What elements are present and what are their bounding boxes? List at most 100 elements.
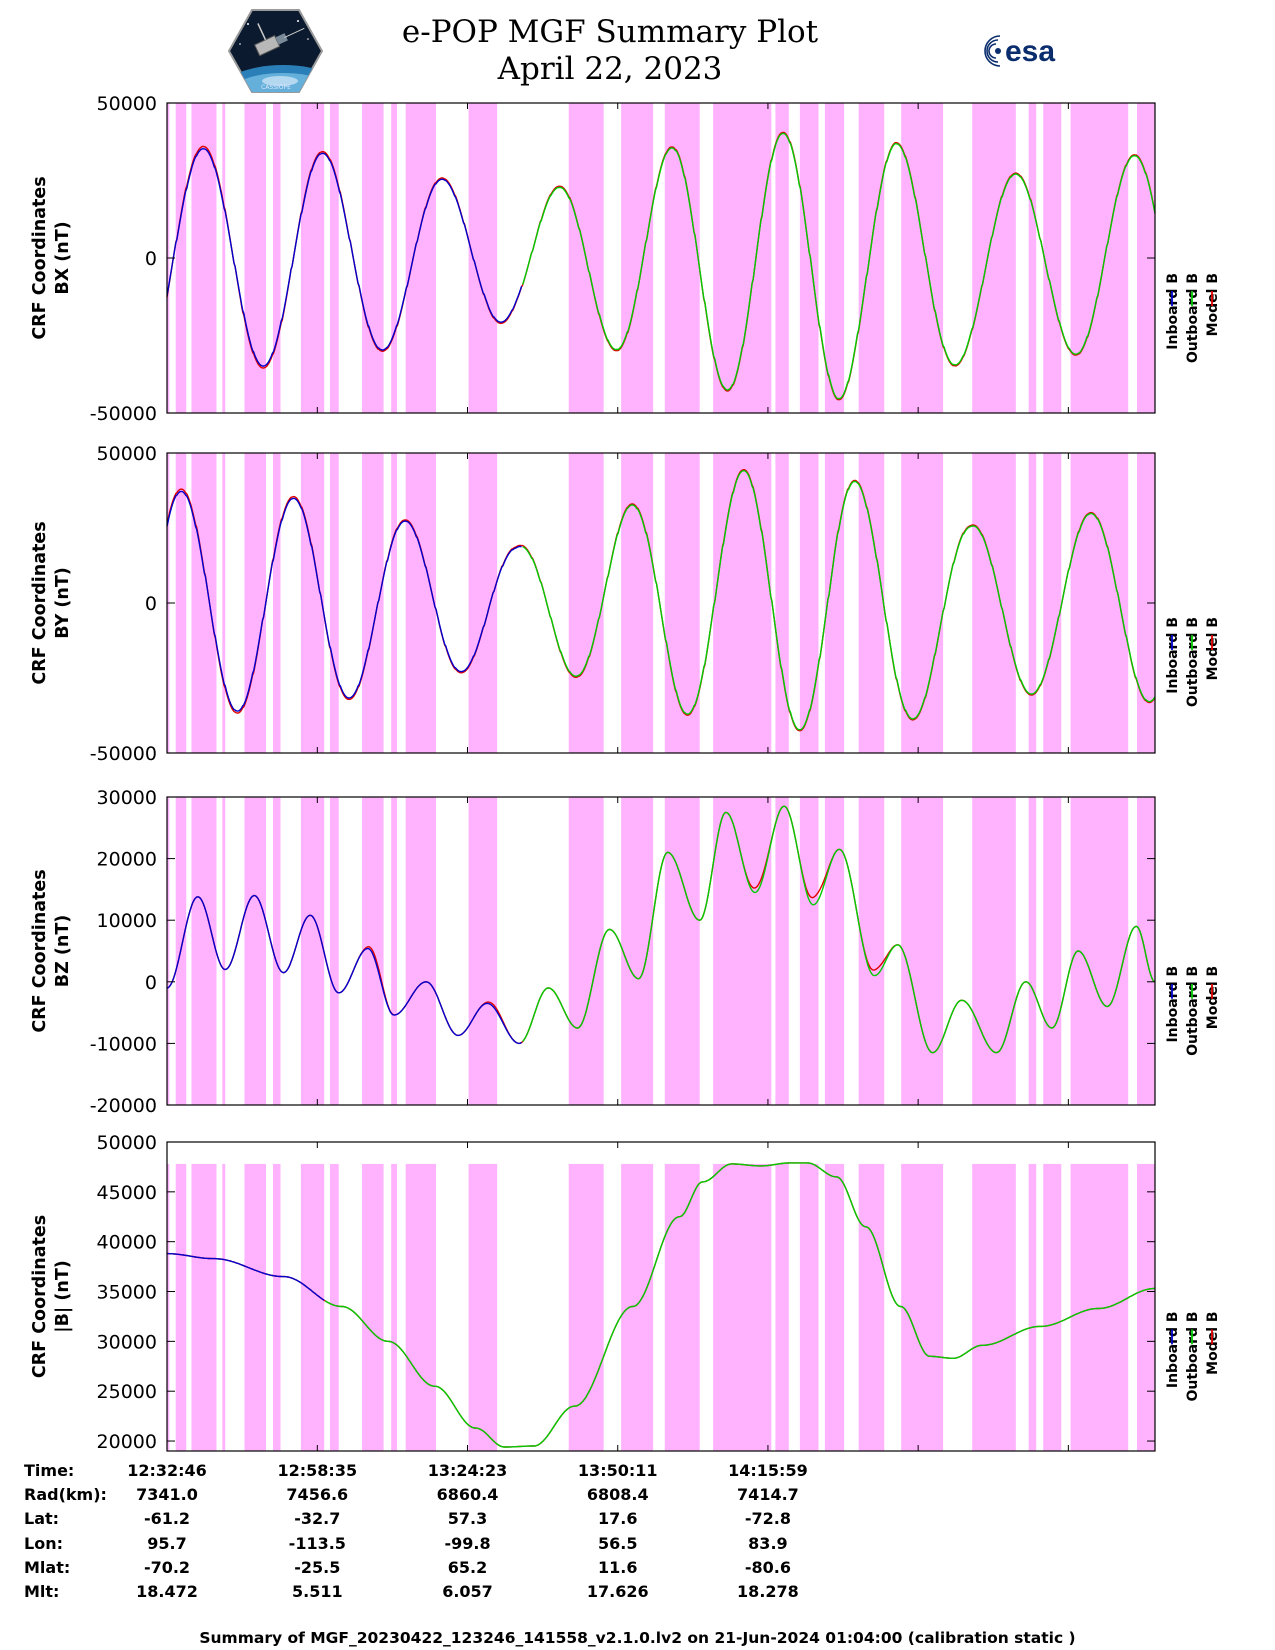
shaded-interval bbox=[300, 1163, 325, 1451]
shaded-interval bbox=[244, 797, 266, 1105]
legend-label: Inboard B bbox=[1165, 617, 1181, 694]
shaded-interval bbox=[244, 453, 266, 753]
y-tick-label: -50000 bbox=[90, 403, 157, 425]
shaded-interval bbox=[799, 103, 819, 413]
shaded-interval bbox=[468, 1163, 498, 1451]
y-tick-label: 50000 bbox=[97, 1132, 157, 1154]
shaded-interval bbox=[1028, 797, 1037, 1105]
shaded-interval bbox=[621, 1163, 654, 1451]
shaded-interval bbox=[799, 1163, 819, 1451]
shaded-interval bbox=[1136, 453, 1155, 753]
shaded-interval bbox=[858, 1163, 885, 1451]
shaded-interval bbox=[468, 797, 498, 1105]
shaded-interval bbox=[901, 103, 944, 413]
shaded-interval bbox=[468, 453, 498, 753]
y-tick-label: 40000 bbox=[97, 1232, 157, 1254]
inboard-b-line bbox=[166, 490, 522, 712]
shaded-interval bbox=[272, 453, 281, 753]
shaded-interval bbox=[222, 1163, 226, 1451]
shaded-interval bbox=[1136, 1163, 1155, 1451]
legend-label: Outboard B bbox=[1185, 617, 1201, 707]
title-line-2: April 22, 2023 bbox=[497, 51, 723, 87]
shaded-interval bbox=[362, 1163, 384, 1451]
y-axis-label-line-1: CRF Coordinates bbox=[30, 176, 50, 339]
shaded-interval bbox=[568, 797, 604, 1105]
shaded-interval bbox=[901, 1163, 944, 1451]
shaded-interval bbox=[1136, 103, 1155, 413]
shaded-interval bbox=[1070, 103, 1129, 413]
shaded-interval bbox=[775, 103, 789, 413]
y-axis-label-line-1: CRF Coordinates bbox=[30, 869, 50, 1032]
shaded-interval bbox=[621, 103, 654, 413]
shaded-interval bbox=[222, 797, 226, 1105]
shaded-interval bbox=[858, 453, 885, 753]
shaded-interval bbox=[300, 453, 325, 753]
shaded-interval bbox=[222, 453, 226, 753]
y-tick-label: 0 bbox=[145, 248, 157, 270]
shaded-interval bbox=[1028, 453, 1037, 753]
y-tick-label: 25000 bbox=[97, 1381, 157, 1403]
outboard-b-line bbox=[324, 1162, 1155, 1448]
legend-label: Outboard B bbox=[1185, 1311, 1201, 1401]
shaded-interval bbox=[713, 797, 772, 1105]
y-tick-label: 35000 bbox=[97, 1282, 157, 1304]
legend-label: Inboard B bbox=[1165, 273, 1181, 350]
shaded-interval bbox=[175, 1163, 187, 1451]
shaded-interval bbox=[799, 797, 819, 1105]
y-tick-label: 30000 bbox=[97, 787, 157, 809]
y-axis-label-line-2: BY (nT) bbox=[53, 567, 73, 639]
plot-frame bbox=[166, 1141, 1156, 1452]
shaded-interval bbox=[1043, 1163, 1062, 1451]
shaded-interval bbox=[713, 103, 772, 413]
shaded-interval bbox=[272, 1163, 281, 1451]
inboard-b-line bbox=[167, 1252, 325, 1301]
shaded-interval bbox=[1070, 453, 1129, 753]
shaded-interval bbox=[824, 1163, 845, 1451]
shaded-interval bbox=[972, 103, 1016, 413]
shaded-interval bbox=[568, 1163, 604, 1451]
panel-absbabs: 50000 45000 40000 35000 30000 25000 20000 CRF C… bbox=[30, 1132, 1221, 1453]
shaded-interval bbox=[300, 103, 325, 413]
panel-bx: 50000 0 -50000 CRF Coordinates BX (nT) Inboar… bbox=[30, 93, 1221, 425]
shaded-interval bbox=[664, 797, 700, 1105]
shaded-interval bbox=[621, 797, 654, 1105]
shaded-interval bbox=[972, 797, 1016, 1105]
shaded-interval bbox=[713, 453, 772, 753]
y-tick-label: 45000 bbox=[97, 1182, 157, 1204]
shaded-interval bbox=[191, 1163, 217, 1451]
y-tick-label: 10000 bbox=[97, 910, 157, 932]
shaded-interval bbox=[244, 1163, 266, 1451]
y-tick-label: -10000 bbox=[90, 1033, 157, 1055]
outboard-b-line bbox=[522, 470, 1156, 731]
y-axis-label-line-1: CRF Coordinates bbox=[30, 1215, 50, 1378]
legend-label: Inboard B bbox=[1165, 966, 1181, 1043]
shaded-interval bbox=[330, 453, 339, 753]
shaded-interval bbox=[362, 453, 384, 753]
shaded-interval bbox=[568, 453, 604, 753]
shaded-interval bbox=[1136, 797, 1155, 1105]
shaded-interval bbox=[175, 453, 187, 753]
shaded-interval bbox=[330, 103, 339, 413]
shaded-interval bbox=[799, 453, 819, 753]
esa-logo-text: esa bbox=[1005, 35, 1055, 68]
y-tick-label: -20000 bbox=[90, 1095, 157, 1117]
plot-frame bbox=[166, 796, 1156, 1106]
y-axis-label-line-2: BZ (nT) bbox=[53, 915, 73, 988]
shaded-interval bbox=[191, 453, 217, 753]
shaded-interval bbox=[1043, 797, 1062, 1105]
shaded-interval bbox=[405, 797, 436, 1105]
outboard-b-line bbox=[522, 132, 1156, 400]
shaded-interval bbox=[222, 103, 226, 413]
shaded-interval bbox=[272, 103, 281, 413]
shaded-interval bbox=[972, 453, 1016, 753]
y-tick-label: 20000 bbox=[97, 1431, 157, 1453]
mission-logo-icon: CASSIOPE bbox=[228, 9, 323, 93]
shaded-interval bbox=[858, 103, 885, 413]
shaded-interval bbox=[391, 797, 397, 1105]
shaded-interval bbox=[621, 453, 654, 753]
y-tick-label: 50000 bbox=[97, 93, 157, 115]
shaded-interval bbox=[1043, 103, 1062, 413]
shaded-interval bbox=[1070, 1163, 1129, 1451]
shaded-interval bbox=[901, 453, 944, 753]
footer-caption: Summary of MGF_20230422_123246_141558_v2… bbox=[199, 1629, 1076, 1647]
